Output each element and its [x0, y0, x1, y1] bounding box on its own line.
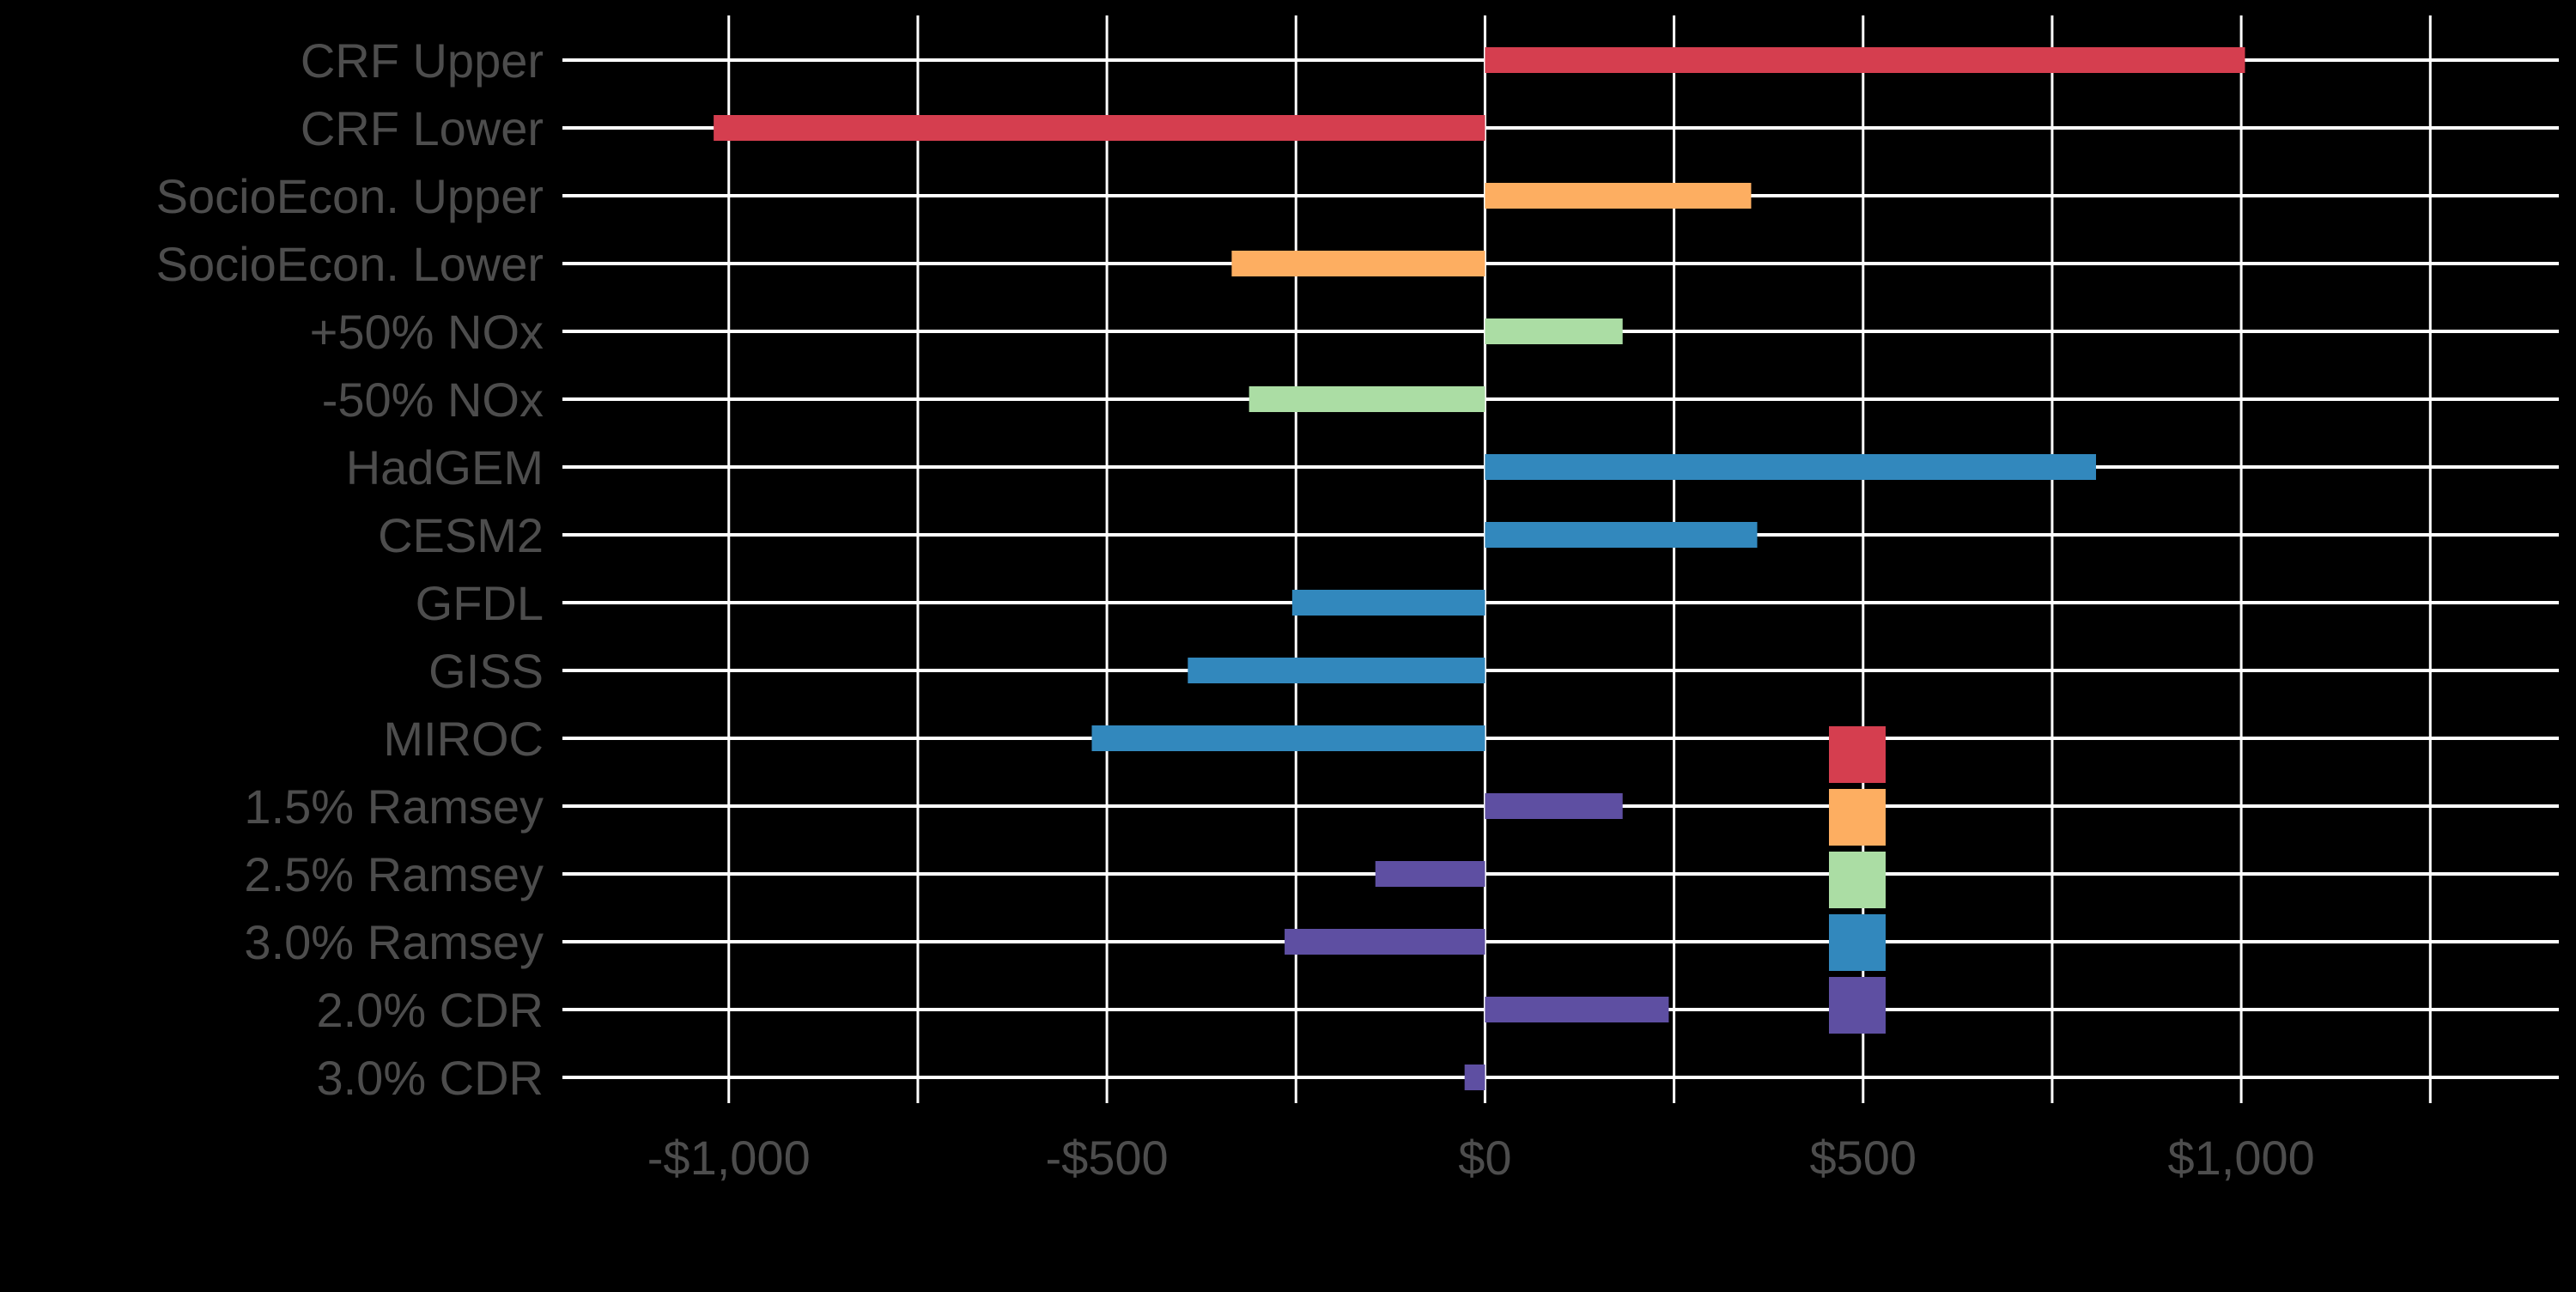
bar-15	[1464, 1065, 1485, 1090]
y-tick-label: GFDL	[416, 576, 544, 630]
bar-9	[1188, 658, 1485, 683]
bar-11	[1485, 793, 1623, 819]
y-tick-label: HadGEM	[346, 440, 544, 494]
legend-swatch-1	[1829, 789, 1886, 846]
bar-14	[1485, 997, 1669, 1022]
x-tick-label: $500	[1809, 1131, 1917, 1185]
x-tick-label: -$500	[1045, 1131, 1168, 1185]
legend	[1829, 726, 1886, 1034]
x-tick-label: $0	[1458, 1131, 1511, 1185]
legend-swatch-3	[1829, 914, 1886, 971]
y-tick-label: 3.0% CDR	[316, 1051, 544, 1105]
y-tick-label: CESM2	[378, 508, 544, 562]
gridlines	[562, 15, 2559, 1103]
bar-7	[1485, 522, 1758, 548]
y-tick-label: 1.5% Ramsey	[244, 779, 544, 834]
bar-1	[714, 115, 1485, 141]
bar-6	[1485, 454, 2097, 480]
bar-12	[1375, 861, 1485, 887]
y-tick-label: SocioEcon. Upper	[156, 169, 544, 223]
bar-4	[1485, 318, 1623, 344]
bar-5	[1249, 386, 1485, 412]
y-tick-label: CRF Upper	[301, 33, 544, 88]
bar-13	[1285, 929, 1485, 955]
y-tick-label: 2.5% Ramsey	[244, 847, 544, 901]
legend-swatch-2	[1829, 852, 1886, 908]
y-tick-label: 3.0% Ramsey	[244, 915, 544, 969]
y-tick-label: SocioEcon. Lower	[156, 237, 544, 291]
x-tick-label: -$1,000	[647, 1131, 811, 1185]
legend-swatch-0	[1829, 726, 1886, 783]
y-tick-label: -50% NOx	[322, 373, 544, 427]
x-tick-labels: -$1,000 -$500 $0 $500 $1,000	[647, 1131, 2315, 1185]
bar-0	[1485, 47, 2245, 73]
bar-10	[1091, 725, 1485, 751]
y-tick-label: +50% NOx	[310, 305, 544, 359]
y-tick-label: 2.0% CDR	[316, 983, 544, 1037]
y-tick-labels: CRF Upper CRF Lower SocioEcon. Upper SocioE…	[156, 33, 544, 1105]
bar-3	[1231, 251, 1485, 276]
y-tick-label: GISS	[428, 644, 544, 698]
bar-2	[1485, 183, 1752, 209]
bars	[714, 47, 2245, 1090]
y-tick-label: MIROC	[383, 712, 544, 766]
y-tick-label: CRF Lower	[301, 101, 544, 155]
x-tick-label: $1,000	[2167, 1131, 2314, 1185]
bar-8	[1291, 590, 1485, 616]
legend-swatch-4	[1829, 977, 1886, 1034]
